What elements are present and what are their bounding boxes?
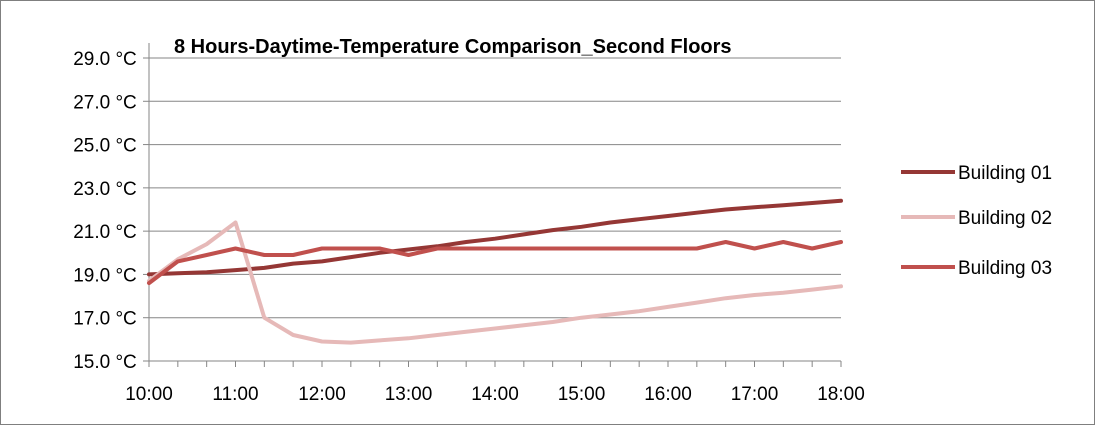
- y-tick-label: 15.0 °C: [73, 352, 137, 373]
- legend-label-2: Building 02: [958, 208, 1052, 229]
- y-tick-label: 23.0 °C: [73, 179, 137, 200]
- y-tick-label: 17.0 °C: [73, 309, 137, 330]
- series-line-2: [147, 220, 843, 345]
- series-line-3: [147, 240, 843, 286]
- series-lines: [147, 198, 843, 345]
- legend-label-3: Building 03: [958, 258, 1052, 279]
- y-tick-label: 27.0 °C: [73, 92, 137, 113]
- x-tick-label: 16:00: [644, 384, 692, 405]
- y-tick-label: 19.0 °C: [73, 265, 137, 286]
- axes: 15.0 °C 17.0 °C 19.0 °C 21.0 °C 23.0 °C 25.0 …: [73, 43, 865, 405]
- y-tick-label: 25.0 °C: [73, 136, 137, 157]
- x-tick-label: 12:00: [298, 384, 346, 405]
- x-tick-label: 15:00: [558, 384, 606, 405]
- x-tick-label: 14:00: [471, 384, 519, 405]
- gridlines: [149, 57, 841, 319]
- x-tick-label: 13:00: [385, 384, 433, 405]
- x-tick-label: 10:00: [125, 384, 173, 405]
- x-tick-label: 18:00: [817, 384, 865, 405]
- series-line-1: [147, 198, 843, 277]
- chart-title: 8 Hours-Daytime-Temperature Comparison_S…: [174, 36, 732, 58]
- y-tick-label: 21.0 °C: [73, 222, 137, 243]
- x-tick-label: 17:00: [731, 384, 779, 405]
- x-tick-label: 11:00: [212, 384, 258, 405]
- legend: Building 01 Building 02 Building 03: [901, 163, 1052, 279]
- y-tick-label: 29.0 °C: [73, 49, 137, 70]
- legend-label-1: Building 01: [958, 163, 1052, 184]
